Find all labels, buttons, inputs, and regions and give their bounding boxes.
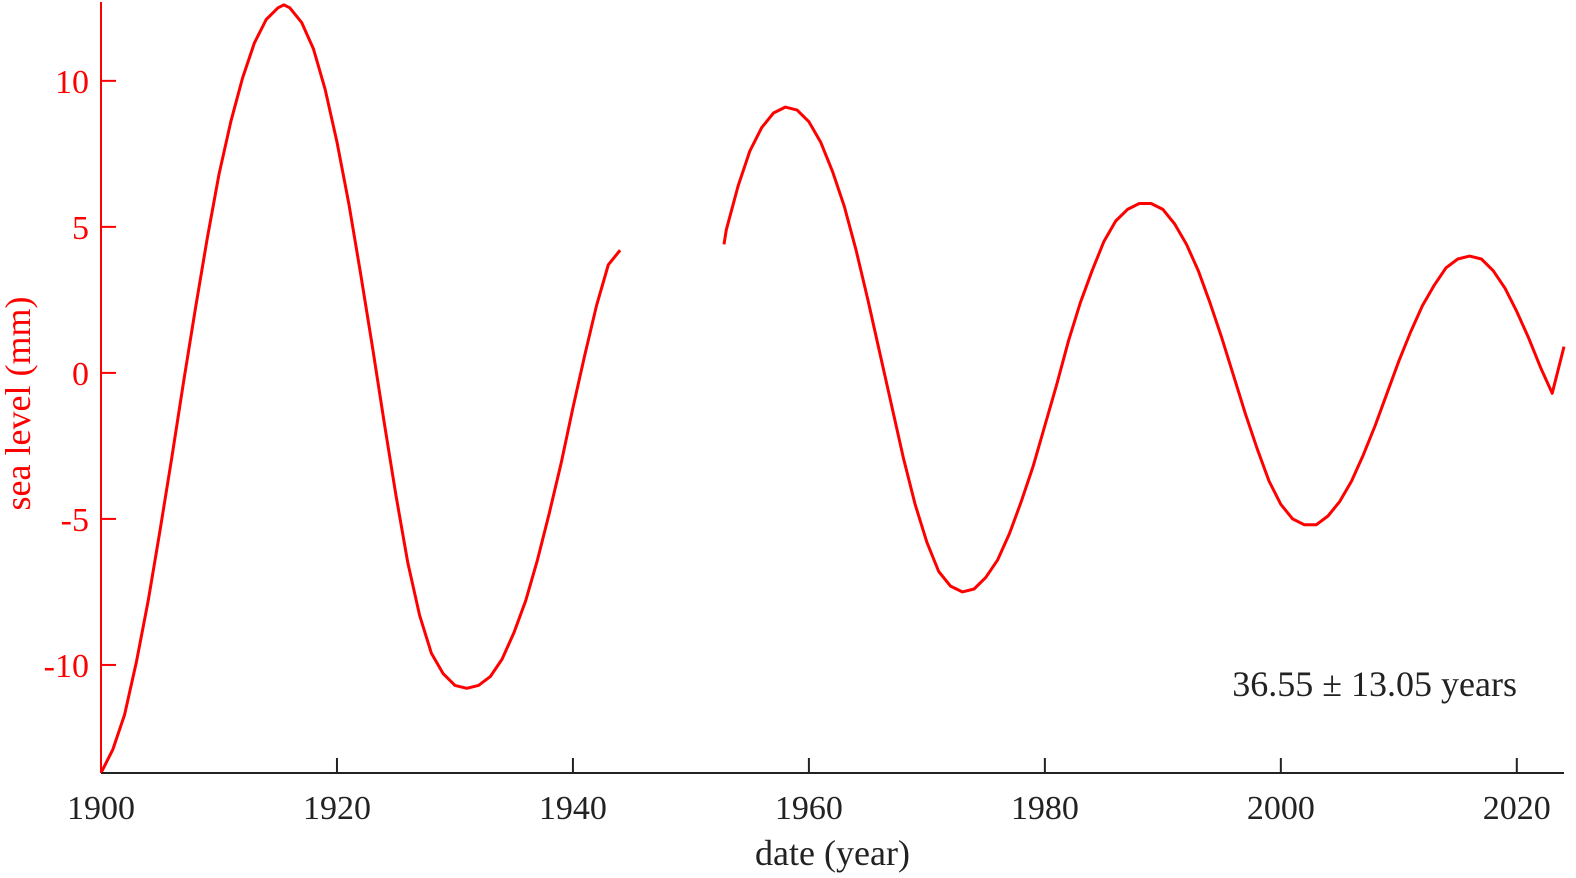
x-tick-label-1960: 1960 <box>775 790 843 827</box>
plot-lines <box>99 3 1566 774</box>
x-tick-label-1900: 1900 <box>67 790 135 827</box>
period-annotation: 36.55 ± 13.05 years <box>1232 664 1517 704</box>
x-tick-label-2020: 2020 <box>1483 790 1551 827</box>
y-tick-label--5: -5 <box>61 502 89 539</box>
y-axis-title: sea level (mm) <box>0 297 38 511</box>
sea-level-line-segment-2 <box>722 105 1566 594</box>
y-tick-label-0: 0 <box>72 356 89 393</box>
x-tick-label-1980: 1980 <box>1011 790 1079 827</box>
x-axis-title: date (year) <box>755 833 910 873</box>
y-tick-label-5: 5 <box>72 210 89 247</box>
x-tick-label-2000: 2000 <box>1247 790 1315 827</box>
y-tick-label-10: 10 <box>55 64 89 101</box>
y-tick-label--10: -10 <box>44 648 89 685</box>
x-tick-label-1920: 1920 <box>303 790 371 827</box>
x-tick-label-1940: 1940 <box>539 790 607 827</box>
y-axis: -10 -5 0 5 10 <box>44 2 116 773</box>
x-axis: 1900 1920 1940 1960 1980 2000 2020 <box>67 758 1564 827</box>
sea-level-line-segment-1 <box>99 3 622 774</box>
